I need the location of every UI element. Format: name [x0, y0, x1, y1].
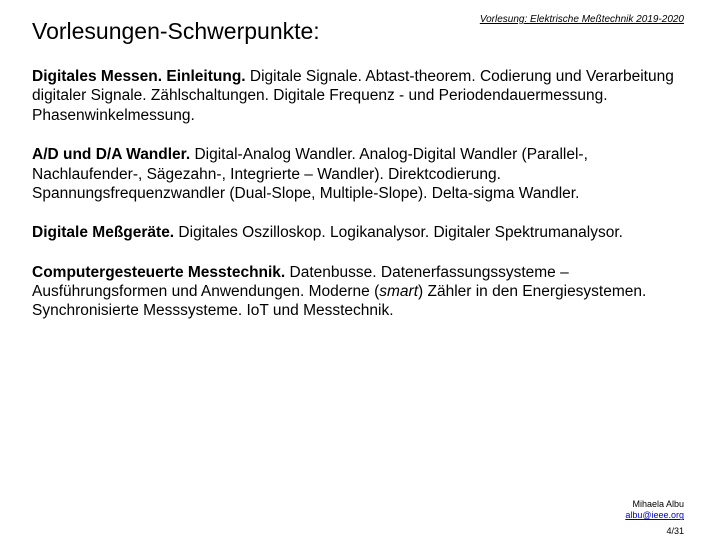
section-3-heading: Digitale Meßgeräte. [32, 224, 174, 241]
section-4: Computergesteuerte Messtechnik. Datenbus… [32, 263, 688, 321]
section-3: Digitale Meßgeräte. Digitales Oszillosko… [32, 223, 688, 242]
section-1-heading: Digitales Messen. Einleitung. [32, 68, 246, 85]
section-2: A/D und D/A Wandler. Digital-Analog Wand… [32, 145, 688, 203]
section-4-italic: smart [379, 283, 418, 300]
section-2-heading: A/D und D/A Wandler. [32, 146, 190, 163]
page-number: 4/31 [666, 526, 684, 536]
section-4-heading: Computergesteuerte Messtechnik. [32, 264, 285, 281]
footer: Mihaela Albu albu@ieee.org [625, 499, 684, 522]
header-meta: Vorlesung: Elektrische Meßtechnik 2019-2… [480, 14, 684, 25]
footer-email-link[interactable]: albu@ieee.org [625, 510, 684, 520]
section-3-body: Digitales Oszilloskop. Logikanalysor. Di… [174, 224, 623, 241]
section-1: Digitales Messen. Einleitung. Digitale S… [32, 67, 688, 125]
footer-author: Mihaela Albu [625, 499, 684, 511]
